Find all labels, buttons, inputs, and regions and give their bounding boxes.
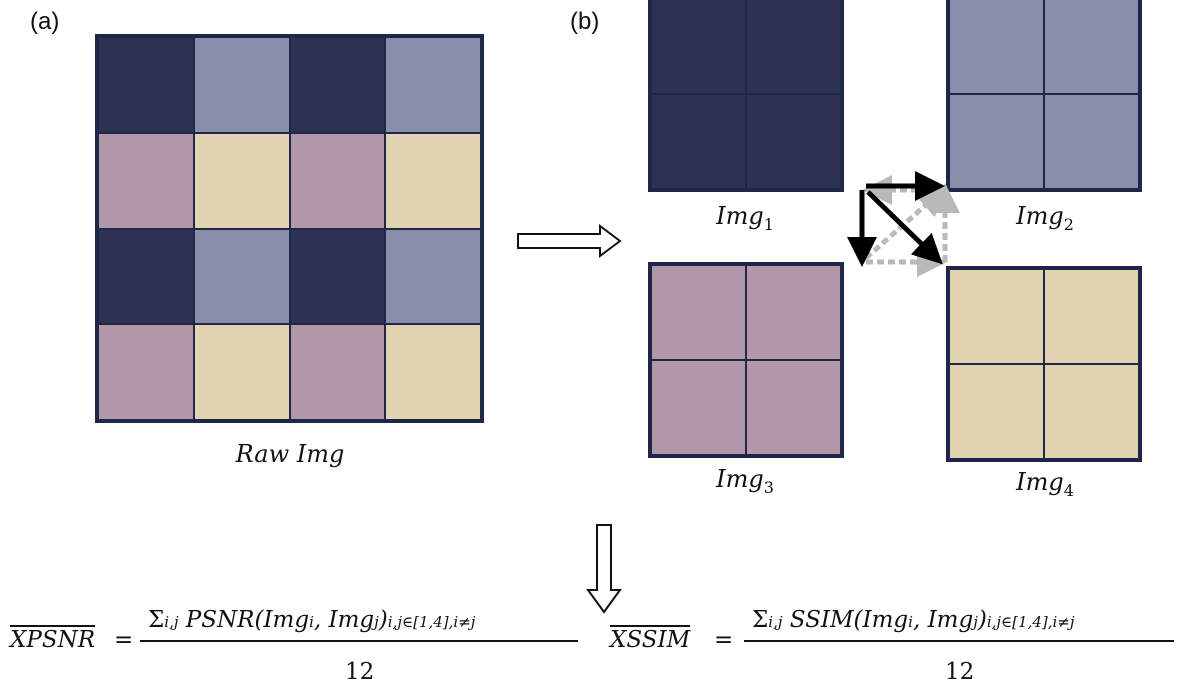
sub-cell xyxy=(651,265,746,360)
raw-image-caption: Raw Img xyxy=(235,440,345,468)
img1-grid xyxy=(648,0,844,192)
xssim-numerator: Σi,j SSIM(Imgi, Imgj)i,j∈[1,4],i≠j xyxy=(752,607,1075,633)
raw-cell-1-3 xyxy=(385,132,481,229)
sub-cell xyxy=(746,0,841,94)
raw-cell-1-1 xyxy=(193,132,290,229)
raw-cell-0-3 xyxy=(385,37,481,133)
panel-label-a: (a) xyxy=(30,8,60,35)
img3-grid xyxy=(648,262,844,458)
sub-cell xyxy=(651,94,746,189)
sub-cell xyxy=(746,94,841,189)
raw-cell-2-3 xyxy=(385,228,481,325)
img4-grid xyxy=(946,266,1142,462)
raw-cell-0-2 xyxy=(289,37,386,133)
sub-cell xyxy=(949,269,1044,364)
raw-cell-1-0 xyxy=(98,132,194,229)
raw-cell-3-1 xyxy=(193,324,290,420)
img2-caption: Img2 xyxy=(1016,202,1074,234)
raw-image-grid xyxy=(95,34,484,423)
sub-cell xyxy=(949,94,1044,189)
img3-caption: Img3 xyxy=(716,465,774,497)
sub-cell xyxy=(949,364,1044,459)
raw-cell-3-2 xyxy=(289,324,386,420)
img4-caption: Img4 xyxy=(1016,468,1074,500)
sub-cell xyxy=(1044,364,1139,459)
xpsnr-equals: = xyxy=(114,627,134,653)
raw-cell-0-1 xyxy=(193,37,290,133)
xssim-label: XSSIM xyxy=(610,627,691,653)
sub-cell xyxy=(1044,269,1139,364)
black-arrows xyxy=(847,171,945,267)
raw-cell-0-0 xyxy=(98,37,194,133)
xpsnr-fraction-bar xyxy=(140,640,578,642)
xpsnr-numerator: Σi,j PSNR(Imgi, Imgj)i,j∈[1,4],i≠j xyxy=(148,607,476,633)
sub-cell xyxy=(746,360,841,455)
sub-cell xyxy=(1044,94,1139,189)
raw-cell-3-0 xyxy=(98,324,194,420)
sub-cell xyxy=(1044,0,1139,94)
raw-cell-2-2 xyxy=(289,228,386,325)
img1-caption: Img1 xyxy=(716,202,774,234)
xssim-fraction-bar xyxy=(744,640,1174,642)
xpsnr-label: XPSNR xyxy=(10,627,96,653)
img2-grid xyxy=(946,0,1142,192)
raw-cell-1-2 xyxy=(289,132,386,229)
raw-cell-3-3 xyxy=(385,324,481,420)
raw-cell-2-1 xyxy=(193,228,290,325)
sub-cell xyxy=(746,265,841,360)
panel-label-b: (b) xyxy=(570,8,600,35)
sub-cell xyxy=(949,0,1044,94)
xssim-denominator: 12 xyxy=(945,659,975,685)
raw-cell-2-0 xyxy=(98,228,194,325)
sub-cell xyxy=(651,360,746,455)
hollow-right-arrow-icon xyxy=(517,224,622,258)
xssim-equals: = xyxy=(714,627,734,653)
xpsnr-denominator: 12 xyxy=(345,659,375,685)
sub-cell xyxy=(651,0,746,94)
hollow-down-arrow-icon xyxy=(586,524,622,614)
